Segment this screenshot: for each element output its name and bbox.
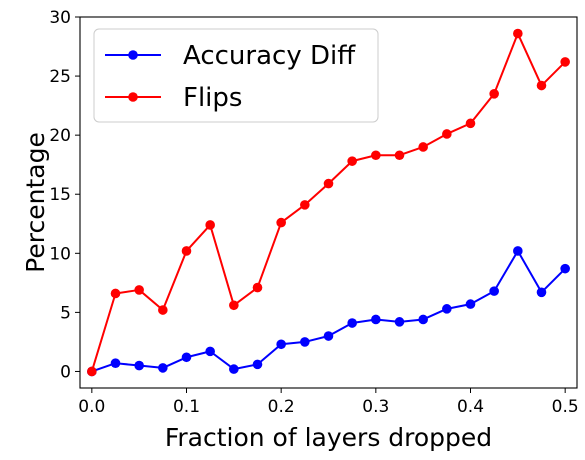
axes: 0.0 0.1 0.2 0.3 0.4 0.5 0 5 10 15 20 25 30 — [49, 8, 578, 417]
legend-marker-0 — [128, 50, 138, 60]
series-0-point — [371, 314, 381, 325]
x-axis-label: Fraction of layers dropped — [165, 423, 492, 452]
series-0-point — [276, 339, 286, 350]
series-1-point — [181, 246, 192, 256]
series-0-point — [560, 263, 570, 274]
series-0-point — [110, 358, 121, 368]
series-0-point — [489, 286, 499, 296]
series-0-point — [442, 304, 452, 314]
series-0-point — [465, 299, 476, 309]
x-tick-label: 0.2 — [268, 397, 295, 417]
series-1-point — [513, 28, 523, 39]
x-tick-label: 0.4 — [457, 397, 484, 417]
series-1-point — [229, 300, 239, 311]
x-tick-label: 0.3 — [362, 397, 389, 417]
series-0-point — [181, 352, 192, 363]
x-tick-label: 0.0 — [78, 397, 105, 417]
series-1-point — [158, 305, 168, 315]
y-tick-label: 10 — [49, 244, 71, 264]
series-1-point — [323, 178, 334, 189]
series-0-point — [252, 359, 263, 370]
x-tick-label: 0.5 — [552, 397, 579, 417]
series-0-point — [229, 364, 239, 374]
y-tick-label: 25 — [49, 67, 71, 87]
series-1-point — [300, 200, 310, 210]
legend-label-0: Accuracy Diff — [183, 41, 356, 71]
series-1-point — [442, 129, 452, 139]
legend-box — [93, 28, 379, 123]
series-0-point — [205, 346, 215, 357]
x-tick-label: 0.1 — [173, 397, 200, 417]
legend: Accuracy Diff Flips — [93, 28, 379, 123]
legend-label-1: Flips — [183, 83, 242, 113]
plot-frame — [79, 16, 578, 389]
series-0-point — [513, 246, 523, 256]
series-1-point — [205, 220, 215, 230]
series-1-point — [489, 88, 499, 99]
series-1-point — [394, 150, 405, 161]
series-1-point — [110, 288, 121, 299]
series-1-point — [347, 156, 357, 166]
y-tick-label: 15 — [49, 185, 71, 205]
legend-marker-1 — [128, 92, 138, 102]
series-0-point — [323, 331, 334, 341]
y-tick-label: 5 — [60, 303, 71, 323]
series-0-point — [158, 363, 168, 373]
series-0-point — [300, 337, 310, 347]
series-0-point — [418, 314, 428, 325]
series-0-point — [134, 360, 144, 371]
series-1-point — [560, 57, 570, 67]
series-1-point — [536, 80, 547, 91]
series-1-point — [371, 150, 381, 161]
y-tick-label: 20 — [49, 126, 71, 146]
series-0-point — [536, 287, 547, 298]
series-0-point — [394, 317, 405, 327]
y-axis-label: Percentage — [21, 132, 50, 273]
series-1-point — [134, 285, 144, 295]
series-1-point — [276, 217, 286, 228]
series-1-point — [418, 142, 428, 152]
y-tick-label: 30 — [49, 8, 71, 28]
series-1-point — [252, 282, 263, 293]
series-0-point — [347, 318, 357, 328]
plot-area — [87, 28, 570, 377]
series-1-point — [87, 366, 97, 377]
series-1-point — [465, 118, 476, 129]
y-tick-label: 0 — [60, 362, 71, 382]
